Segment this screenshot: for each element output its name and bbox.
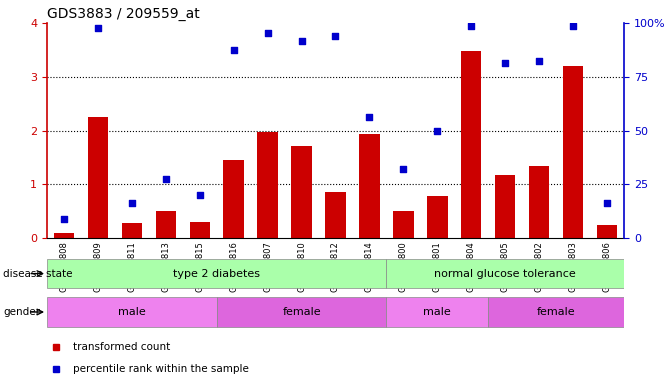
Point (262, 30, 273, 36)
Point (228, 47, 239, 53)
Bar (461, 51, 482, 238)
Point (195, 192, 205, 198)
Bar (529, 166, 550, 238)
Text: female: female (537, 307, 576, 317)
Bar (88, 117, 108, 238)
Point (296, 38, 307, 44)
Bar (47, 259, 386, 288)
Bar (189, 222, 210, 238)
Text: type 2 diabetes: type 2 diabetes (173, 268, 260, 279)
Point (568, 23, 578, 29)
Bar (563, 66, 583, 238)
Text: normal glucose tolerance: normal glucose tolerance (434, 268, 576, 279)
Point (364, 114, 375, 120)
Point (160, 176, 171, 182)
Text: gender: gender (3, 307, 40, 317)
Bar (223, 160, 244, 238)
Bar (258, 132, 278, 238)
Point (466, 23, 476, 29)
Bar (217, 297, 386, 327)
Text: GDS3883 / 209559_at: GDS3883 / 209559_at (47, 7, 200, 21)
Point (534, 58, 545, 64)
Bar (121, 223, 142, 238)
Point (126, 200, 137, 206)
Bar (291, 146, 312, 238)
Text: disease state: disease state (3, 269, 73, 279)
Point (500, 60, 511, 66)
Bar (325, 192, 346, 238)
Bar (393, 211, 413, 238)
Text: male: male (423, 307, 451, 317)
Point (93, 25, 103, 31)
Bar (597, 225, 617, 238)
Bar (488, 297, 624, 327)
Bar (427, 196, 448, 238)
Text: female: female (282, 307, 321, 317)
Text: percentile rank within the sample: percentile rank within the sample (73, 364, 249, 374)
Bar (359, 134, 380, 238)
Point (602, 200, 613, 206)
Point (432, 127, 443, 134)
Point (330, 33, 341, 40)
Point (398, 166, 409, 172)
Bar (47, 297, 217, 327)
Bar (386, 259, 624, 288)
Bar (54, 233, 74, 238)
Bar (156, 211, 176, 238)
Bar (386, 297, 488, 327)
Text: male: male (118, 307, 146, 317)
Text: transformed count: transformed count (73, 343, 170, 353)
Bar (495, 175, 515, 238)
Point (58, 216, 69, 222)
